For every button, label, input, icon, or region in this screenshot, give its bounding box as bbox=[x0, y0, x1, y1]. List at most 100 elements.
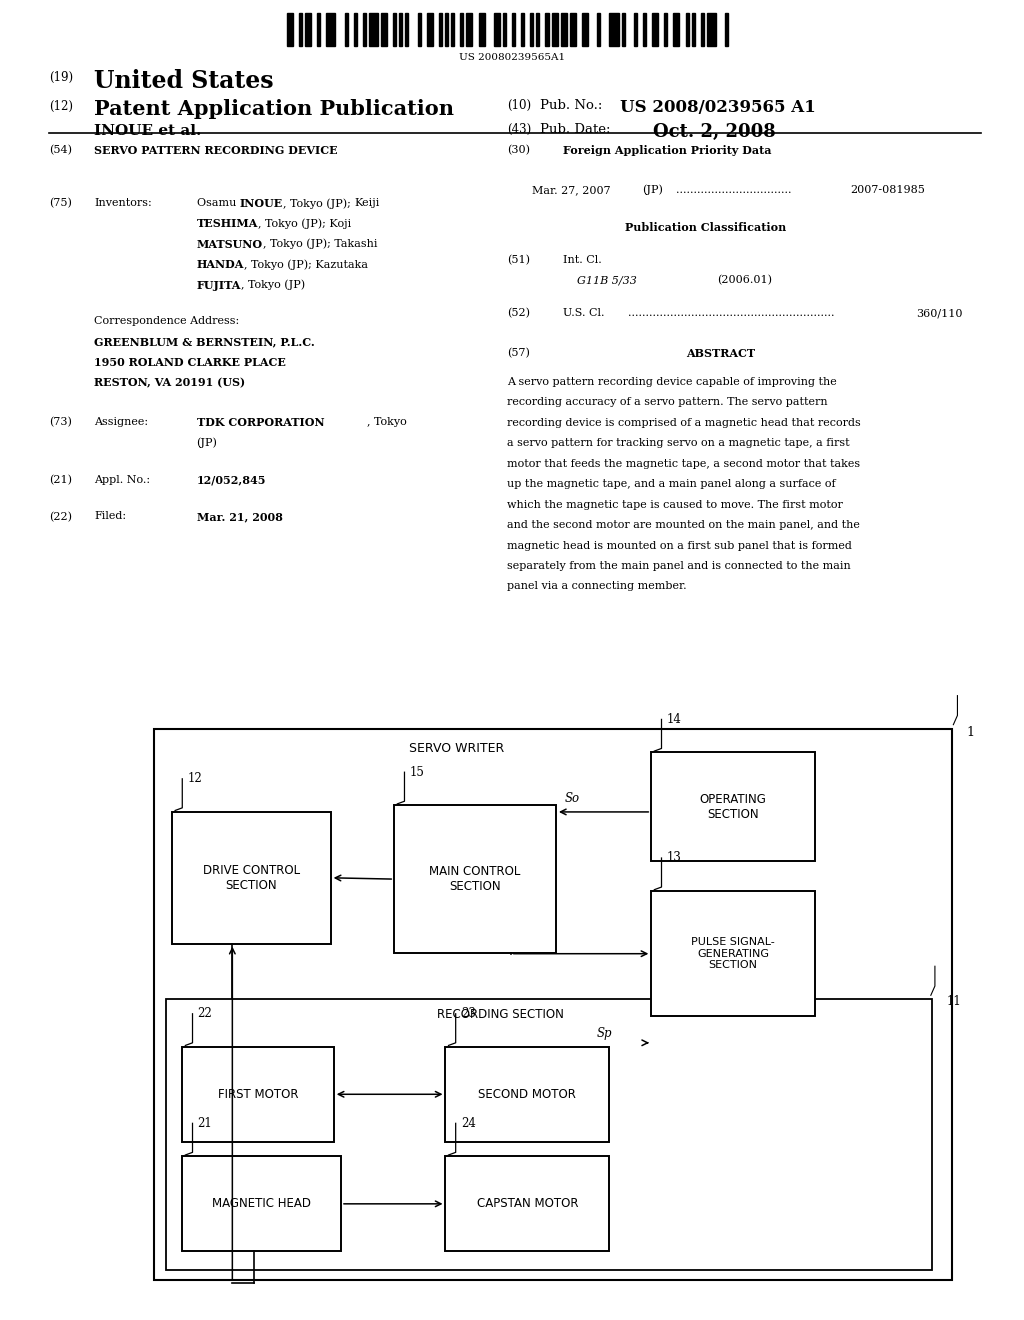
Text: panel via a connecting member.: panel via a connecting member. bbox=[507, 581, 686, 591]
Text: Mar. 21, 2008: Mar. 21, 2008 bbox=[197, 511, 283, 523]
Bar bbox=[643, 13, 646, 46]
Text: TESHIMA: TESHIMA bbox=[197, 218, 258, 230]
Text: (21): (21) bbox=[49, 474, 72, 484]
Bar bbox=[445, 1156, 609, 1251]
Bar bbox=[452, 13, 455, 46]
Text: motor that feeds the magnetic tape, a second motor that takes: motor that feeds the magnetic tape, a se… bbox=[507, 458, 860, 469]
Text: United States: United States bbox=[94, 69, 273, 92]
Bar bbox=[172, 812, 331, 944]
Text: (JP): (JP) bbox=[642, 185, 663, 195]
Text: (12): (12) bbox=[49, 100, 73, 114]
Bar bbox=[394, 805, 556, 953]
Text: DRIVE CONTROL
SECTION: DRIVE CONTROL SECTION bbox=[203, 863, 300, 892]
Bar bbox=[182, 1156, 341, 1251]
Bar bbox=[353, 13, 356, 46]
Bar bbox=[460, 13, 463, 46]
Bar bbox=[381, 13, 387, 46]
Bar bbox=[317, 13, 321, 46]
Bar bbox=[393, 13, 396, 46]
Text: 1950 ROLAND CLARKE PLACE: 1950 ROLAND CLARKE PLACE bbox=[94, 356, 286, 368]
Text: 12/052,845: 12/052,845 bbox=[197, 474, 266, 486]
Text: (10): (10) bbox=[507, 99, 531, 112]
Text: Mar. 27, 2007: Mar. 27, 2007 bbox=[532, 185, 611, 195]
Bar bbox=[494, 13, 500, 46]
Text: up the magnetic tape, and a main panel along a surface of: up the magnetic tape, and a main panel a… bbox=[507, 479, 836, 490]
Text: SERVO WRITER: SERVO WRITER bbox=[410, 742, 505, 755]
Text: ABSTRACT: ABSTRACT bbox=[686, 348, 756, 359]
Bar bbox=[651, 752, 815, 861]
Text: (54): (54) bbox=[49, 145, 72, 156]
Bar bbox=[503, 13, 506, 46]
Bar bbox=[512, 13, 515, 46]
Text: MAGNETIC HEAD: MAGNETIC HEAD bbox=[212, 1197, 311, 1210]
Bar bbox=[685, 13, 688, 46]
Bar bbox=[561, 13, 567, 46]
Bar bbox=[154, 729, 952, 1280]
Bar bbox=[609, 13, 618, 46]
Text: PULSE SIGNAL-
GENERATING
SECTION: PULSE SIGNAL- GENERATING SECTION bbox=[691, 937, 775, 970]
Bar bbox=[399, 13, 402, 46]
Text: Appl. No.:: Appl. No.: bbox=[94, 474, 151, 484]
Bar bbox=[597, 13, 600, 46]
Bar bbox=[651, 891, 815, 1016]
Bar bbox=[582, 13, 588, 46]
Text: recording device is comprised of a magnetic head that records: recording device is comprised of a magne… bbox=[507, 417, 860, 428]
Text: , Tokyo (JP): , Tokyo (JP) bbox=[241, 280, 305, 290]
Bar bbox=[427, 13, 433, 46]
Text: (51): (51) bbox=[507, 255, 529, 265]
Text: SECOND MOTOR: SECOND MOTOR bbox=[478, 1088, 577, 1101]
Bar bbox=[299, 13, 302, 46]
Bar bbox=[418, 13, 421, 46]
Text: MATSUNO: MATSUNO bbox=[197, 239, 263, 249]
Text: US 20080239565A1: US 20080239565A1 bbox=[459, 53, 565, 62]
Text: OPERATING
SECTION: OPERATING SECTION bbox=[699, 792, 767, 821]
Text: (73): (73) bbox=[49, 417, 72, 428]
Text: , Tokyo (JP);: , Tokyo (JP); bbox=[283, 198, 354, 209]
Bar bbox=[652, 13, 658, 46]
Text: 11: 11 bbox=[946, 995, 961, 1008]
Text: Correspondence Address:: Correspondence Address: bbox=[94, 315, 240, 326]
Text: 13: 13 bbox=[667, 851, 682, 865]
Bar bbox=[445, 13, 449, 46]
Bar bbox=[634, 13, 637, 46]
Text: 21: 21 bbox=[198, 1117, 212, 1130]
Bar bbox=[700, 13, 703, 46]
Text: So: So bbox=[564, 792, 580, 805]
Text: CAPSTAN MOTOR: CAPSTAN MOTOR bbox=[476, 1197, 579, 1210]
Text: Pub. Date:: Pub. Date: bbox=[540, 123, 610, 136]
Bar bbox=[478, 13, 484, 46]
Text: separately from the main panel and is connected to the main: separately from the main panel and is co… bbox=[507, 561, 851, 572]
Text: Sp: Sp bbox=[597, 1027, 612, 1040]
Text: INOUE: INOUE bbox=[240, 198, 283, 209]
Text: MAIN CONTROL
SECTION: MAIN CONTROL SECTION bbox=[429, 865, 521, 894]
Text: 24: 24 bbox=[461, 1117, 476, 1130]
Text: 15: 15 bbox=[410, 766, 425, 779]
Text: recording accuracy of a servo pattern. The servo pattern: recording accuracy of a servo pattern. T… bbox=[507, 397, 827, 408]
Text: (30): (30) bbox=[507, 145, 529, 156]
Text: HANDA: HANDA bbox=[197, 259, 244, 271]
Text: Patent Application Publication: Patent Application Publication bbox=[94, 99, 455, 119]
Text: Keiji: Keiji bbox=[354, 198, 380, 209]
Bar bbox=[166, 999, 932, 1270]
Bar bbox=[439, 13, 442, 46]
Text: 2007-081985: 2007-081985 bbox=[850, 185, 925, 195]
Text: which the magnetic tape is caused to move. The first motor: which the magnetic tape is caused to mov… bbox=[507, 499, 843, 510]
Text: magnetic head is mounted on a first sub panel that is formed: magnetic head is mounted on a first sub … bbox=[507, 540, 852, 550]
Text: FIRST MOTOR: FIRST MOTOR bbox=[218, 1088, 298, 1101]
Text: INOUE et al.: INOUE et al. bbox=[94, 124, 202, 139]
Bar bbox=[674, 13, 680, 46]
Text: (57): (57) bbox=[507, 348, 529, 358]
Text: a servo pattern for tracking servo on a magnetic tape, a first: a servo pattern for tracking servo on a … bbox=[507, 438, 850, 449]
Text: Int. Cl.: Int. Cl. bbox=[563, 255, 602, 265]
Bar bbox=[521, 13, 524, 46]
Text: (JP): (JP) bbox=[197, 437, 217, 449]
Text: U.S. Cl.: U.S. Cl. bbox=[563, 309, 605, 318]
Bar bbox=[287, 13, 293, 46]
Bar bbox=[691, 13, 694, 46]
Bar bbox=[362, 13, 366, 46]
Bar bbox=[445, 1047, 609, 1142]
Text: 1: 1 bbox=[967, 726, 975, 739]
Bar bbox=[466, 13, 472, 46]
Text: (2006.01): (2006.01) bbox=[717, 276, 772, 285]
Bar bbox=[369, 13, 378, 46]
